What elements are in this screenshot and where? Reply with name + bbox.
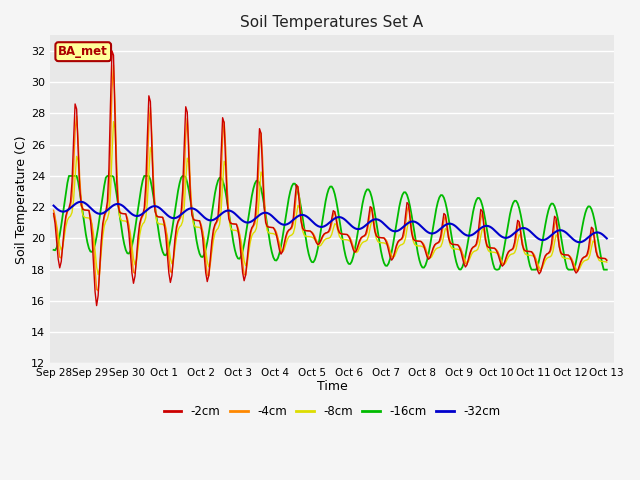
Text: BA_met: BA_met bbox=[58, 45, 108, 58]
X-axis label: Time: Time bbox=[317, 380, 348, 393]
Y-axis label: Soil Temperature (C): Soil Temperature (C) bbox=[15, 135, 28, 264]
Title: Soil Temperatures Set A: Soil Temperatures Set A bbox=[241, 15, 424, 30]
Legend: -2cm, -4cm, -8cm, -16cm, -32cm: -2cm, -4cm, -8cm, -16cm, -32cm bbox=[159, 401, 505, 423]
